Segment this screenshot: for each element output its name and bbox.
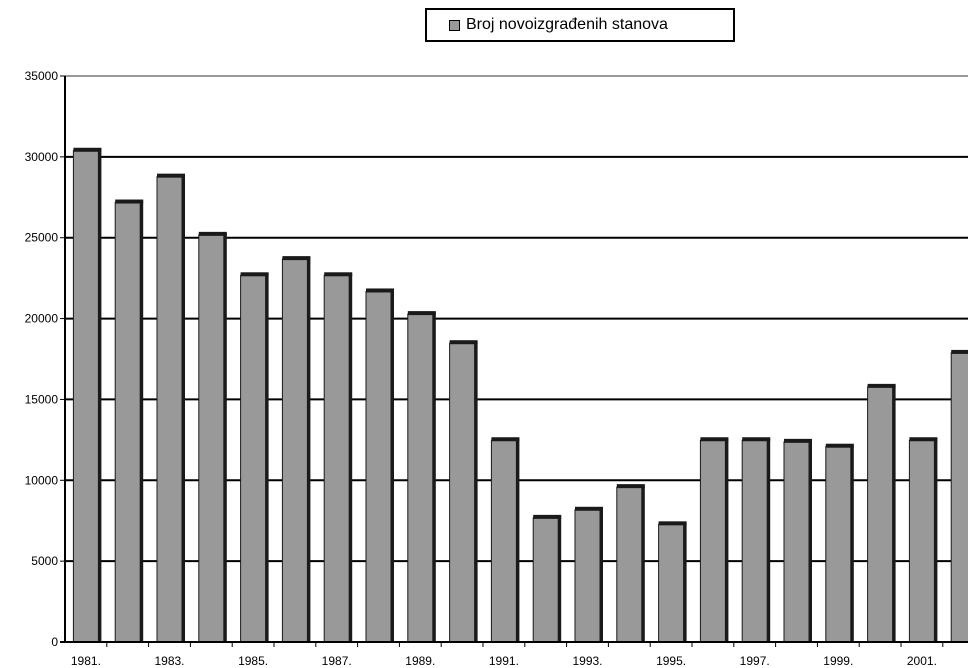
- bar: [281, 258, 308, 643]
- bar-top-edge: [867, 383, 896, 388]
- x-tick-label: 2001.: [907, 654, 937, 668]
- bar: [198, 234, 225, 643]
- bar-top-edge: [115, 199, 144, 204]
- bar-top-edge: [616, 484, 645, 489]
- bar: [658, 523, 685, 643]
- x-tick-label: 1999.: [823, 654, 853, 668]
- x-axis-ticks: 1981. 1983. 1985. 1987. 1989. 1991. 1993. 1995.…: [71, 642, 944, 668]
- x-tick-label: 1993.: [572, 654, 602, 668]
- bar-top-edge: [366, 288, 394, 293]
- bar-top-edge: [324, 272, 353, 277]
- x-tick-label: 1997.: [740, 654, 770, 668]
- bar: [156, 176, 183, 643]
- bar: [950, 352, 968, 643]
- bar: [574, 509, 601, 643]
- bar-top-edge: [157, 173, 185, 178]
- bar: [741, 439, 768, 643]
- y-axis-ticks: 0 5000 10000 15000 20000 25000 30000 35000: [25, 69, 65, 649]
- x-tick-label: 1981.: [71, 654, 101, 668]
- y-tick-label: 0: [51, 635, 58, 649]
- y-tick-label: 25000: [25, 231, 59, 245]
- bar-top-edge: [742, 437, 771, 442]
- bar: [240, 274, 267, 643]
- x-tick-label: 1995.: [656, 654, 686, 668]
- bar-top-edge: [449, 340, 478, 345]
- bar-top-edge: [282, 256, 311, 261]
- legend-swatch: [449, 19, 460, 31]
- x-tick-label: 1985.: [238, 654, 268, 668]
- y-tick-label: 10000: [25, 473, 59, 487]
- y-tick-label: 15000: [25, 392, 59, 406]
- bar-top-edge: [784, 438, 812, 443]
- bar-top-edge: [533, 514, 562, 519]
- x-tick-label: 1991.: [489, 654, 519, 668]
- legend: Broj novoizgrađenih stanova: [425, 8, 735, 42]
- bar: [825, 446, 852, 643]
- bar: [867, 386, 894, 643]
- bar: [532, 517, 559, 643]
- x-tick-label: 1983.: [154, 654, 184, 668]
- x-tick-label: 1989.: [405, 654, 435, 668]
- bars: [72, 147, 968, 643]
- bar-top-edge: [825, 443, 854, 448]
- bar: [449, 342, 476, 643]
- bar: [323, 274, 350, 643]
- y-tick-label: 5000: [31, 554, 58, 568]
- y-tick-label: 30000: [25, 150, 59, 164]
- bar-top-edge: [951, 349, 968, 354]
- bar: [699, 439, 726, 643]
- bar: [490, 439, 517, 643]
- bar: [783, 441, 810, 643]
- legend-label: Broj novoizgrađenih stanova: [466, 16, 668, 33]
- bar-top-edge: [658, 521, 687, 526]
- bar: [365, 290, 392, 643]
- bar: [114, 202, 141, 643]
- bar: [908, 439, 935, 643]
- bar-top-edge: [73, 147, 102, 152]
- bar-top-edge: [700, 437, 729, 442]
- bar-top-edge: [240, 272, 269, 277]
- bar: [72, 150, 99, 643]
- bar: [407, 313, 434, 643]
- bar-top-edge: [575, 506, 603, 511]
- bar: [616, 486, 643, 643]
- bar-top-edge: [909, 437, 938, 442]
- bar-top-edge: [407, 311, 436, 316]
- bar-top-edge: [491, 437, 520, 442]
- bar-top-edge: [198, 231, 227, 236]
- y-tick-label: 20000: [25, 312, 59, 326]
- x-tick-label: 1987.: [322, 654, 352, 668]
- y-tick-label: 35000: [25, 69, 59, 83]
